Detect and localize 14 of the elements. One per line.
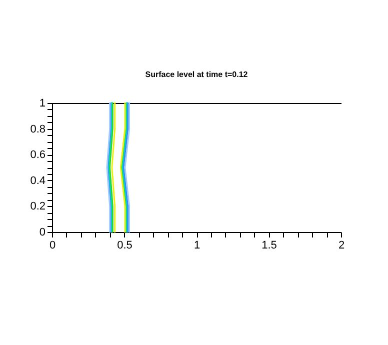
y-tick-label: 0 [39,226,46,238]
x-tick-label: 0.5 [117,240,132,252]
y-tick-label: 0.8 [30,123,46,136]
x-tick-label: 2 [338,240,345,252]
y-tick-label: 0.4 [30,174,46,187]
x-tick-label: 1 [194,240,200,252]
line-series [111,102,116,233]
x-tick-label: 1.5 [262,240,277,252]
y-tick-label: 1 [39,98,46,110]
y-tick-label: 0.2 [30,200,46,213]
chart-title: Surface level at time t=0.12 [145,70,248,79]
y-tick-label: 0.6 [30,149,46,162]
line-series [106,102,110,233]
x-tick-label: 0 [49,240,56,252]
